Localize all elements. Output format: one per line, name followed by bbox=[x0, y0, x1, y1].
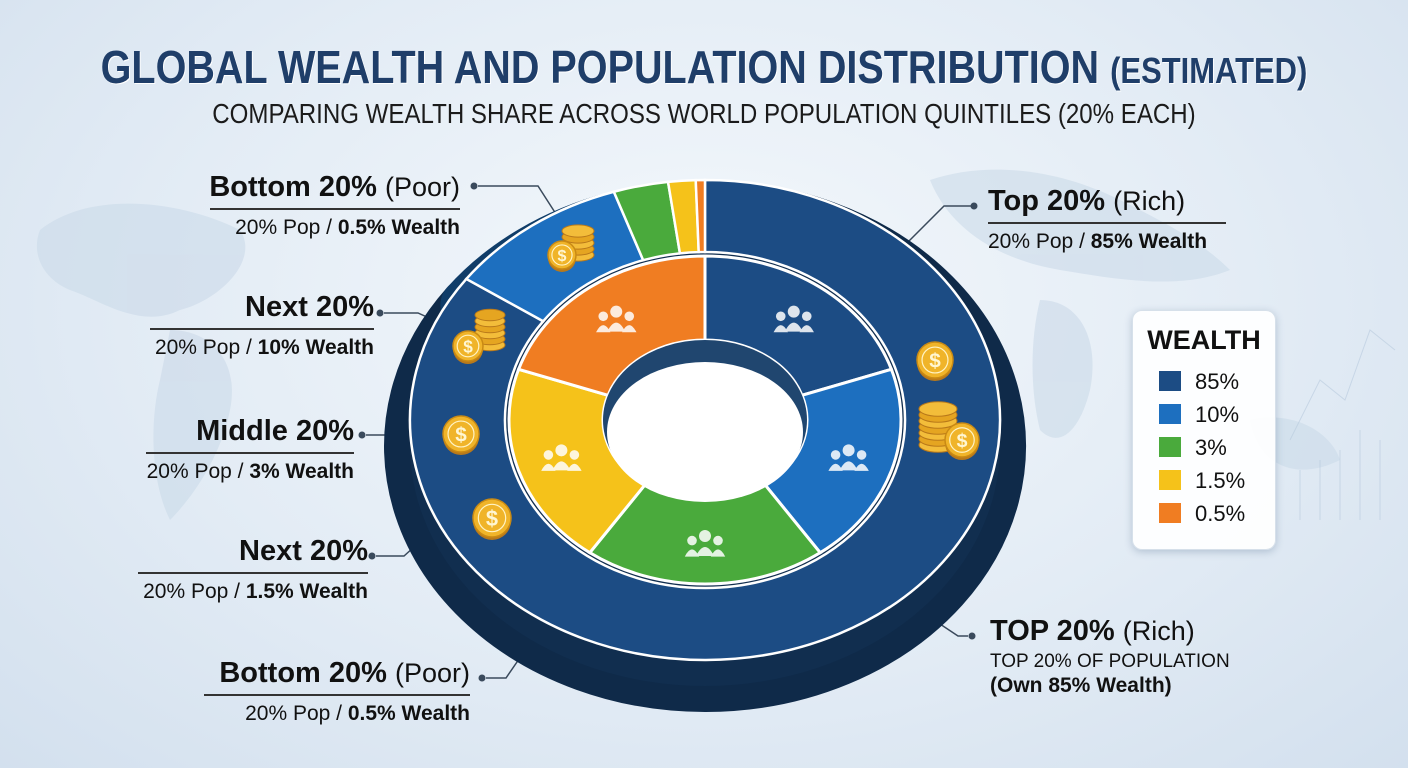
label-top-rich-qual: (Rich) bbox=[1113, 186, 1186, 216]
label-bottom-poor-upper: Bottom 20% (Poor) 20% Pop / 0.5% Wealth bbox=[209, 170, 460, 240]
people-group-icon bbox=[828, 444, 869, 471]
label-bottom-lower-qual: (Poor) bbox=[394, 658, 470, 688]
legend-swatch bbox=[1159, 404, 1181, 424]
label-bottom-upper-wealth: 0.5% Wealth bbox=[337, 215, 460, 239]
label-bottom-upper-qual: (Poor) bbox=[384, 172, 460, 202]
label-top-rich-head: Top 20% bbox=[988, 185, 1106, 217]
label-top-lower-head: TOP 20% bbox=[990, 615, 1115, 647]
legend-label: 3% bbox=[1195, 435, 1227, 460]
coin-icon: $ bbox=[472, 498, 512, 540]
label-next-upper-pop: 20% Pop / bbox=[154, 335, 258, 359]
label-top-rich-wealth: 85% Wealth bbox=[1090, 229, 1208, 253]
label-top-lower-line2: (Own 85% Wealth) bbox=[990, 674, 1172, 697]
label-bottom-lower-head: Bottom 20% bbox=[219, 657, 387, 689]
svg-text:$: $ bbox=[957, 430, 968, 452]
label-next-lower: Next 20% 20% Pop / 1.5% Wealth bbox=[138, 534, 368, 604]
label-next-upper: Next 20% 20% Pop / 10% Wealth bbox=[150, 290, 374, 360]
label-top-rich: Top 20% (Rich) 20% Pop / 85% Wealth bbox=[988, 184, 1226, 254]
label-bottom-lower-pop: 20% Pop / bbox=[245, 701, 348, 725]
title-main: GLOBAL WEALTH AND POPULATION DISTRIBUTIO… bbox=[100, 41, 1100, 93]
coin-icon: $ bbox=[916, 341, 954, 381]
legend-swatch bbox=[1159, 371, 1181, 391]
svg-text:$: $ bbox=[929, 350, 941, 373]
leader-dot bbox=[358, 431, 366, 439]
label-middle-pop: 20% Pop / bbox=[146, 459, 250, 483]
label-middle-wealth: 3% Wealth bbox=[249, 459, 354, 483]
svg-text:$: $ bbox=[486, 506, 498, 531]
label-top-rich-lower: TOP 20% (Rich) TOP 20% OF POPULATION (Ow… bbox=[990, 614, 1230, 698]
svg-text:$: $ bbox=[558, 247, 567, 265]
people-group-icon bbox=[773, 305, 814, 333]
label-bottom-poor-lower: Bottom 20% (Poor) 20% Pop / 0.5% Wealth bbox=[204, 656, 470, 726]
legend: WEALTH 85% 10% 3% 1.5% 0.5% bbox=[1132, 310, 1276, 550]
label-bottom-upper-head: Bottom 20% bbox=[209, 171, 377, 203]
coin-icon: $ bbox=[452, 330, 484, 364]
leader-line bbox=[903, 205, 972, 247]
leader-line bbox=[478, 185, 557, 215]
label-next-upper-wealth: 10% Wealth bbox=[257, 335, 374, 359]
people-group-icon bbox=[596, 305, 637, 333]
donut-hole bbox=[603, 340, 807, 502]
people-group-icon bbox=[684, 530, 726, 557]
legend-swatch bbox=[1159, 470, 1181, 490]
coin-stack-icon bbox=[474, 308, 506, 352]
coin-icon: $ bbox=[547, 240, 577, 272]
svg-text:$: $ bbox=[463, 336, 473, 356]
page-title: GLOBAL WEALTH AND POPULATION DISTRIBUTIO… bbox=[99, 40, 1310, 94]
label-top-lower-line1: TOP 20% OF POPULATION bbox=[990, 651, 1230, 672]
label-top-rich-pop: 20% Pop / bbox=[988, 229, 1091, 253]
wealth-slice-4 bbox=[694, 178, 707, 254]
label-next-lower-pop: 20% Pop / bbox=[143, 579, 246, 603]
legend-label: 1.5% bbox=[1195, 468, 1246, 493]
label-next-upper-head: Next 20% bbox=[245, 291, 374, 323]
leader-dot bbox=[376, 309, 384, 317]
page-subtitle: COMPARING WEALTH SHARE ACROSS WORLD POPU… bbox=[212, 98, 1196, 129]
label-next-lower-head: Next 20% bbox=[239, 535, 368, 567]
label-middle: Middle 20% 20% Pop / 3% Wealth bbox=[146, 414, 354, 484]
leader-dot bbox=[470, 182, 478, 190]
leader-dot bbox=[478, 674, 486, 682]
coin-icon: $ bbox=[442, 415, 480, 455]
legend-swatch bbox=[1159, 503, 1181, 523]
leader-dot bbox=[970, 202, 978, 210]
coin-icon: $ bbox=[944, 422, 980, 460]
title-suffix: (ESTIMATED) bbox=[1110, 50, 1308, 91]
legend-label: 10% bbox=[1195, 402, 1240, 427]
legend-label: 0.5% bbox=[1195, 501, 1246, 526]
label-bottom-upper-pop: 20% Pop / bbox=[235, 215, 338, 239]
legend-label: 85% bbox=[1195, 369, 1240, 394]
legend-swatch bbox=[1159, 437, 1181, 457]
label-top-lower-qual: (Rich) bbox=[1122, 616, 1195, 646]
leader-dot bbox=[968, 632, 976, 640]
label-next-lower-wealth: 1.5% Wealth bbox=[245, 579, 368, 603]
label-bottom-lower-wealth: 0.5% Wealth bbox=[347, 701, 470, 725]
legend-title: WEALTH bbox=[1147, 325, 1261, 355]
svg-text:$: $ bbox=[455, 424, 467, 447]
leader-dot bbox=[368, 552, 376, 560]
wealth-slice-0 bbox=[408, 178, 1002, 662]
label-middle-head: Middle 20% bbox=[196, 415, 354, 447]
people-group-icon bbox=[541, 444, 582, 471]
